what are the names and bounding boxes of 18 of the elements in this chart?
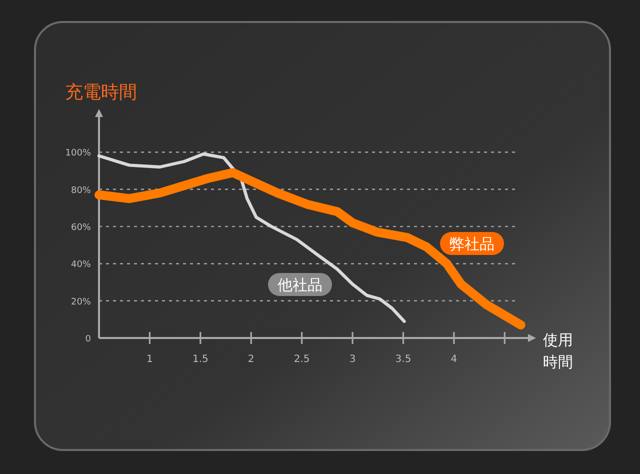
x-tick-label: 3: [349, 354, 356, 365]
x-tick-label: 3.5: [395, 354, 412, 365]
y-tick-label: 80%: [70, 186, 92, 196]
y-tick-label: 0: [85, 334, 92, 344]
x-tick-label: 1: [146, 354, 153, 365]
x-tick-label: 1.5: [192, 354, 208, 365]
x-tick-label: 2: [248, 354, 254, 365]
y-tick-label: 100%: [65, 148, 92, 159]
y-tick-label: 20%: [70, 297, 92, 308]
x-tick-label: 2.5: [294, 354, 310, 365]
series-label: 弊社品: [450, 235, 494, 253]
x-axis-title: 使用時間: [543, 331, 573, 371]
line-series: [97, 152, 406, 323]
series-label: 他社品: [278, 276, 322, 294]
x-tick-label: 4: [450, 354, 458, 365]
y-tick-label: 60%: [70, 223, 92, 233]
y-tick-label: 40%: [70, 260, 92, 270]
y-axis-title: 充電時間: [65, 82, 137, 103]
